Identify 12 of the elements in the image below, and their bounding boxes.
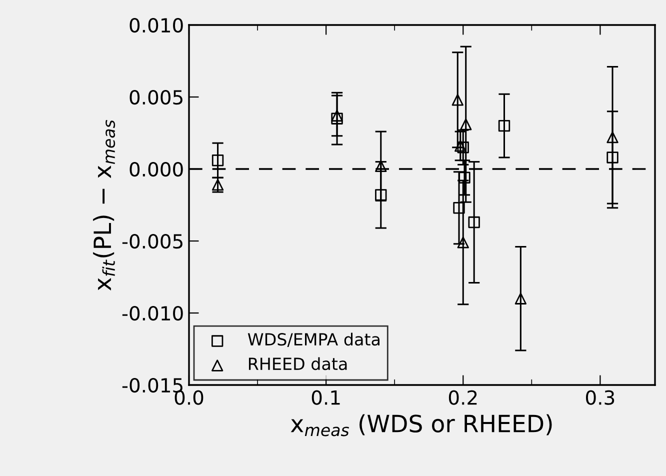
y-tick-label: -0.010	[122, 306, 183, 321]
y-tick-label: 0.000	[130, 162, 183, 177]
y-tick-label: 0.010	[130, 18, 183, 33]
x-tick-label: 0.2	[448, 390, 477, 405]
legend-label: RHEED data	[248, 357, 347, 370]
legend-label: WDS/EMPA data	[248, 332, 380, 347]
x-axis-title: x$_{meas}$ (WDS or RHEED)	[290, 414, 552, 436]
y-tick-label: 0.005	[130, 90, 182, 105]
x-tick-label: 0.3	[586, 390, 614, 405]
x-tick-label: 0.1	[312, 390, 340, 405]
y-axis-title: x$_{fit}$(PL) − x$_{meas}$	[93, 120, 116, 290]
y-tick-label: -0.005	[122, 234, 182, 249]
